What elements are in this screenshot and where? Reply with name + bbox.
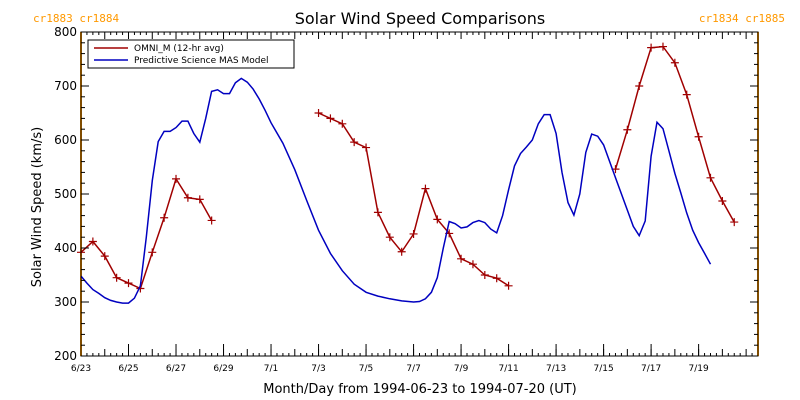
data-point <box>504 281 513 290</box>
data-point <box>160 213 169 222</box>
x-tick-label: 7/15 <box>593 364 613 374</box>
y-tick-label: 600 <box>54 133 77 147</box>
data-point <box>124 279 133 288</box>
data-point <box>88 237 97 246</box>
data-point <box>373 208 382 217</box>
x-tick-label: 6/27 <box>166 364 186 374</box>
data-point <box>457 254 466 263</box>
data-point <box>682 90 691 99</box>
data-point <box>409 229 418 238</box>
series-line <box>318 112 510 287</box>
data-point <box>670 58 679 67</box>
data-point <box>397 247 406 256</box>
series-omni <box>77 42 739 293</box>
x-tick-label: 7/19 <box>689 364 709 374</box>
data-point <box>421 184 430 193</box>
x-tick-label: 6/29 <box>213 364 233 374</box>
data-point <box>635 82 644 90</box>
x-tick-label: 7/3 <box>311 364 325 374</box>
data-point <box>647 43 656 52</box>
x-tick-label: 6/25 <box>118 364 138 374</box>
data-point <box>314 109 323 117</box>
x-tick-label: 7/7 <box>406 364 420 374</box>
data-point <box>623 125 632 134</box>
data-point <box>350 138 359 147</box>
y-tick-label: 300 <box>54 295 77 309</box>
y-tick-label: 500 <box>54 187 77 201</box>
x-tick-label: 7/5 <box>359 364 373 374</box>
series-line <box>614 45 735 223</box>
x-tick-label: 7/9 <box>454 364 469 374</box>
x-axis-label: Month/Day from 1994-06-23 to 1994-07-20 … <box>263 382 576 397</box>
data-point <box>492 274 501 283</box>
data-point <box>172 174 181 183</box>
y-tick-label: 800 <box>54 25 77 39</box>
y-axis-label: Solar Wind Speed (km/s) <box>30 127 45 287</box>
data-point <box>100 252 109 261</box>
carrington-label: cr1883 cr1884 <box>33 12 119 25</box>
y-tick-label: 700 <box>54 79 77 93</box>
data-point <box>326 114 335 123</box>
chart-title: Solar Wind Speed Comparisons <box>295 9 546 28</box>
x-tick-label: 7/1 <box>264 364 278 374</box>
x-tick-label: 7/11 <box>498 364 518 374</box>
data-point <box>195 195 204 204</box>
data-point <box>183 193 192 202</box>
data-point <box>468 260 477 269</box>
y-tick-label: 200 <box>54 349 77 363</box>
data-point <box>730 218 739 227</box>
data-point <box>480 271 489 279</box>
carrington-label: cr1834 cr1885 <box>699 12 785 25</box>
x-tick-label: 6/23 <box>71 364 91 374</box>
data-point <box>385 233 394 242</box>
series-line <box>80 77 712 304</box>
legend-label: OMNI_M (12-hr avg) <box>134 44 224 54</box>
data-point <box>433 215 442 224</box>
data-point <box>362 143 371 152</box>
data-point <box>112 273 121 282</box>
series-mas-model <box>80 77 712 304</box>
data-point <box>658 42 667 51</box>
data-point <box>148 248 157 257</box>
data-point <box>338 119 347 128</box>
axes: 200 300 400 500 600 700 800 6/23 6/25 6/27 6/29 7/1… <box>54 25 759 374</box>
legend-label: Predictive Science MAS Model <box>134 56 269 66</box>
data-point <box>718 197 727 206</box>
legend-box <box>87 39 295 69</box>
data-point <box>207 216 216 225</box>
data-point <box>694 132 703 141</box>
series-layer <box>77 42 739 304</box>
data-point <box>706 173 715 182</box>
x-tick-label: 7/13 <box>546 364 566 374</box>
y-tick-label: 400 <box>54 241 77 255</box>
plot-frame <box>80 31 759 357</box>
x-tick-label: 7/17 <box>641 364 661 374</box>
legend: OMNI_M (12-hr avg) Predictive Science MAS… <box>87 39 295 69</box>
